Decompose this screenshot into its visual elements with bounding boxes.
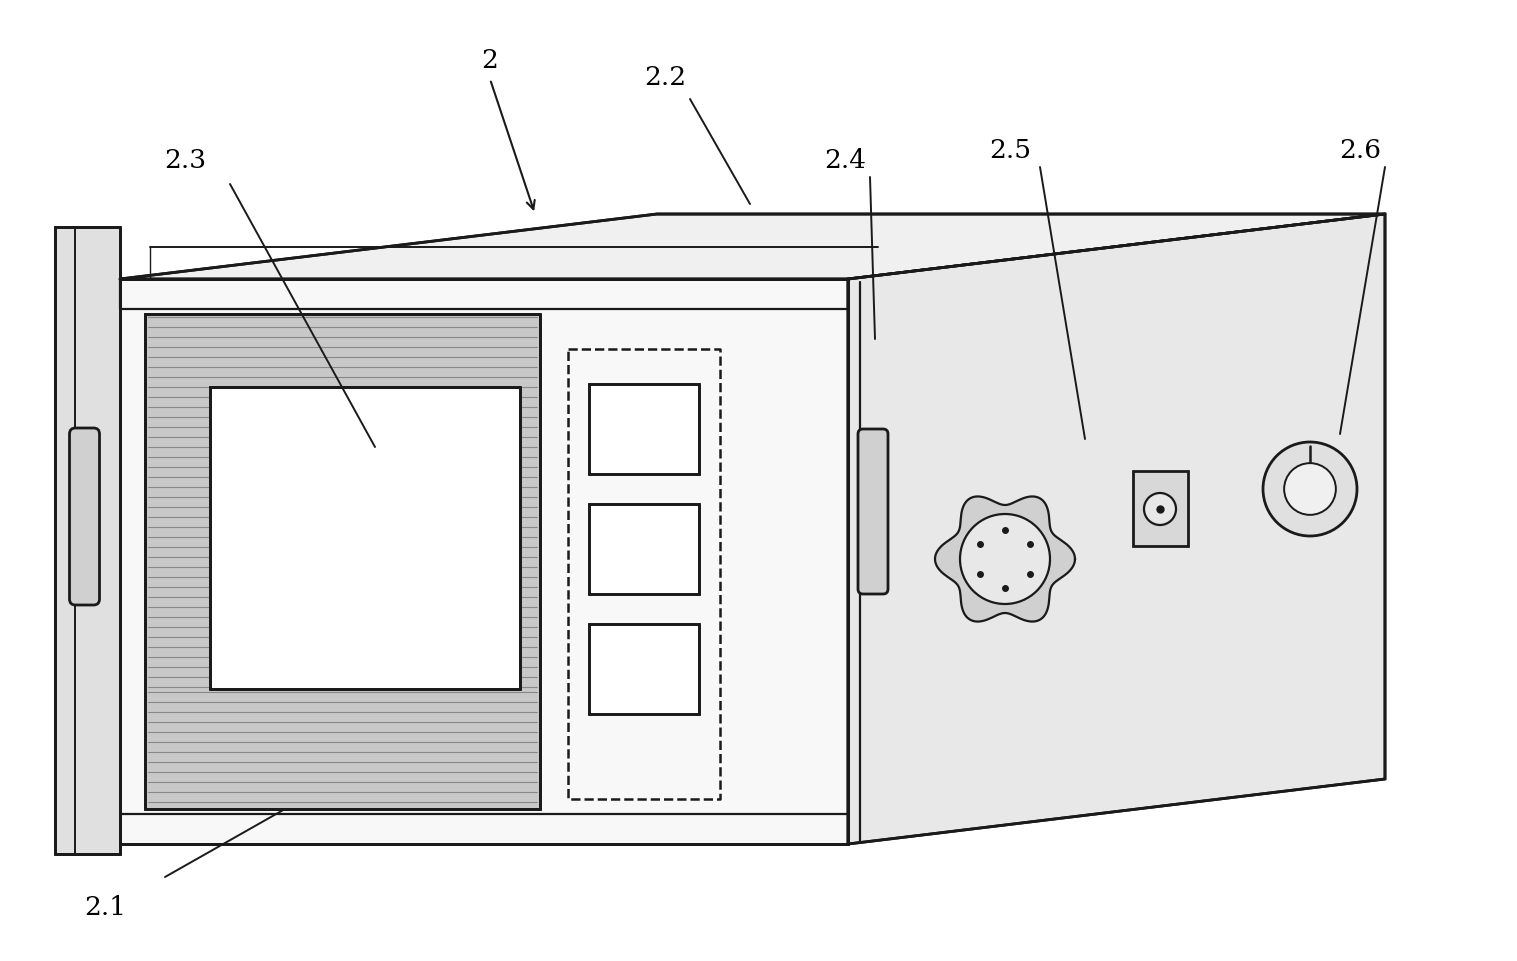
- Circle shape: [1285, 463, 1336, 515]
- Text: 2.4: 2.4: [824, 148, 866, 173]
- Polygon shape: [589, 384, 699, 475]
- Text: 2: 2: [481, 48, 499, 73]
- Text: 2.1: 2.1: [83, 894, 126, 919]
- FancyBboxPatch shape: [859, 430, 887, 595]
- Circle shape: [960, 514, 1050, 604]
- Polygon shape: [209, 387, 520, 689]
- Text: 2.5: 2.5: [989, 137, 1032, 162]
- Polygon shape: [589, 625, 699, 714]
- Bar: [1133, 472, 1188, 547]
- Polygon shape: [120, 214, 1385, 280]
- Polygon shape: [589, 505, 699, 595]
- Polygon shape: [848, 214, 1385, 844]
- Polygon shape: [120, 280, 848, 844]
- Circle shape: [1144, 494, 1176, 526]
- Polygon shape: [146, 314, 540, 809]
- Text: 2.3: 2.3: [164, 148, 206, 173]
- FancyBboxPatch shape: [70, 429, 100, 605]
- Polygon shape: [55, 228, 120, 854]
- Text: 2.6: 2.6: [1340, 137, 1380, 162]
- Circle shape: [1264, 442, 1358, 536]
- Polygon shape: [934, 497, 1076, 622]
- Text: 2.2: 2.2: [643, 65, 686, 90]
